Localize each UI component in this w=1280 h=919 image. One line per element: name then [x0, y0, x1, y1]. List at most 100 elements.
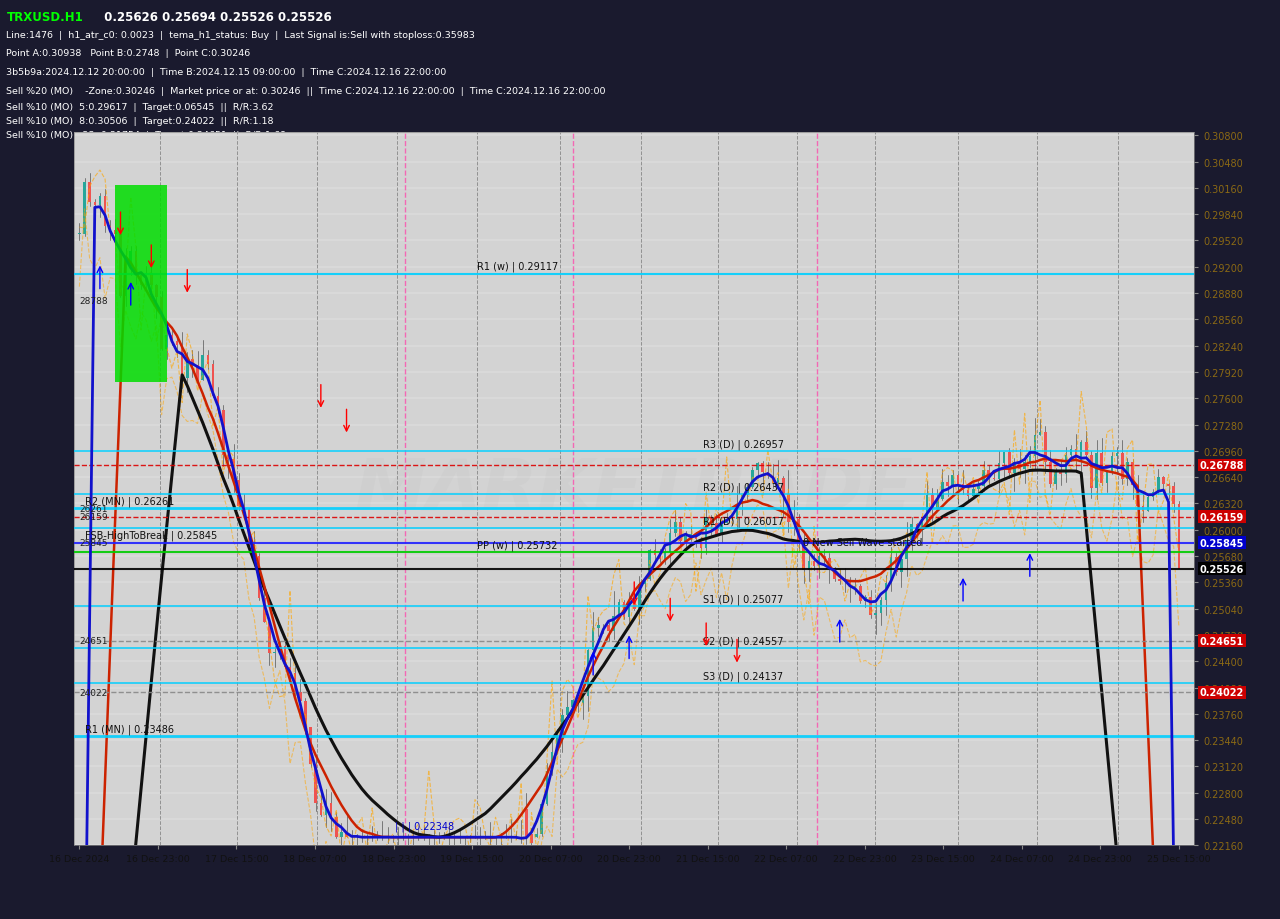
Bar: [196, 366, 198, 380]
Bar: [925, 495, 928, 522]
Bar: [803, 540, 805, 571]
Bar: [1106, 472, 1108, 483]
Bar: [767, 472, 769, 477]
Bar: [1060, 471, 1062, 474]
Bar: [1126, 462, 1129, 480]
Bar: [710, 518, 713, 523]
Bar: [264, 598, 266, 622]
Bar: [849, 581, 851, 587]
Bar: [165, 335, 168, 350]
Bar: [1101, 453, 1103, 483]
Bar: [330, 803, 333, 817]
Bar: [823, 556, 826, 559]
Text: S1 (D) | 0.25077: S1 (D) | 0.25077: [704, 594, 783, 604]
Bar: [1137, 485, 1139, 506]
Bar: [997, 463, 1000, 480]
Bar: [716, 523, 718, 536]
Bar: [284, 647, 287, 667]
Bar: [232, 460, 234, 481]
Bar: [874, 613, 877, 615]
Text: 24022: 24022: [79, 688, 108, 698]
Bar: [145, 273, 147, 286]
Bar: [221, 411, 224, 456]
Bar: [664, 552, 667, 559]
Text: 28788: 28788: [79, 297, 108, 306]
Text: 0.24022: 0.24022: [1199, 687, 1244, 698]
Bar: [726, 519, 728, 524]
Bar: [705, 518, 708, 549]
Bar: [772, 477, 774, 483]
Bar: [808, 562, 810, 571]
Bar: [180, 346, 183, 379]
Bar: [644, 580, 646, 584]
Text: R2 (MN) | 0.26261: R2 (MN) | 0.26261: [84, 496, 174, 506]
Bar: [175, 342, 178, 346]
Bar: [556, 734, 558, 752]
Bar: [320, 803, 323, 815]
Bar: [1167, 484, 1170, 486]
Bar: [1111, 457, 1114, 472]
Bar: [1178, 505, 1180, 569]
Bar: [941, 482, 943, 500]
Bar: [751, 470, 754, 487]
Bar: [1172, 486, 1175, 505]
Text: Point A:0.30938   Point B:0.2748  |  Point C:0.30246: Point A:0.30938 Point B:0.2748 | Point C…: [6, 50, 251, 58]
Bar: [910, 524, 913, 540]
Bar: [1065, 455, 1068, 474]
Bar: [206, 355, 209, 364]
Bar: [310, 727, 312, 765]
Bar: [155, 286, 157, 298]
Bar: [83, 183, 86, 234]
Bar: [787, 494, 790, 523]
Bar: [294, 674, 297, 692]
Text: 0.26159: 0.26159: [1199, 512, 1244, 522]
Bar: [1034, 436, 1037, 457]
Bar: [632, 601, 636, 609]
Bar: [237, 481, 239, 506]
Bar: [612, 617, 614, 631]
Bar: [115, 186, 166, 382]
Bar: [736, 505, 739, 519]
Bar: [1039, 433, 1042, 436]
Text: TRXUSD.H1: TRXUSD.H1: [6, 11, 83, 24]
Bar: [864, 597, 867, 601]
Bar: [813, 562, 815, 566]
Bar: [890, 558, 892, 583]
Bar: [119, 234, 122, 296]
Text: MARKETRADE: MARKETRADE: [355, 455, 914, 524]
Bar: [150, 273, 152, 286]
Bar: [1091, 455, 1093, 488]
Bar: [762, 464, 764, 472]
Bar: [571, 700, 573, 708]
Bar: [88, 183, 91, 203]
Bar: [818, 556, 820, 566]
Bar: [622, 602, 625, 618]
Bar: [654, 550, 657, 556]
Bar: [99, 197, 101, 206]
Bar: [900, 560, 902, 573]
Text: R3 (D) | 0.26957: R3 (D) | 0.26957: [704, 439, 785, 449]
Bar: [346, 833, 348, 837]
Bar: [797, 520, 800, 540]
Bar: [972, 490, 974, 496]
Text: 3b5b9a:2024.12.12 20:00:00  |  Time B:2024.12.15 09:00:00  |  Time C:2024.12.16 : 3b5b9a:2024.12.12 20:00:00 | Time B:2024…: [6, 68, 447, 77]
Bar: [956, 475, 959, 484]
Bar: [607, 625, 609, 631]
Bar: [1142, 506, 1144, 512]
Bar: [325, 803, 328, 815]
Bar: [566, 708, 568, 715]
Text: Sell %10 (MO)  5:0.29617  |  Target:0.06545  ||  R/R:3.62: Sell %10 (MO) 5:0.29617 | Target:0.06545…: [6, 103, 274, 111]
Bar: [170, 335, 173, 342]
Bar: [741, 495, 744, 505]
Bar: [540, 804, 543, 834]
Bar: [104, 197, 106, 226]
Text: PP (w) | 0.25732: PP (w) | 0.25732: [477, 539, 558, 550]
Bar: [884, 583, 887, 601]
Bar: [525, 810, 527, 838]
Bar: [114, 231, 116, 234]
Text: R1 (D) | 0.26017: R1 (D) | 0.26017: [704, 516, 785, 527]
Text: 0.25626 0.25694 0.25526 0.25526: 0.25626 0.25694 0.25526 0.25526: [96, 11, 332, 24]
Bar: [966, 490, 969, 496]
Text: 0.26788: 0.26788: [1199, 460, 1244, 471]
Text: 24651: 24651: [79, 637, 108, 645]
